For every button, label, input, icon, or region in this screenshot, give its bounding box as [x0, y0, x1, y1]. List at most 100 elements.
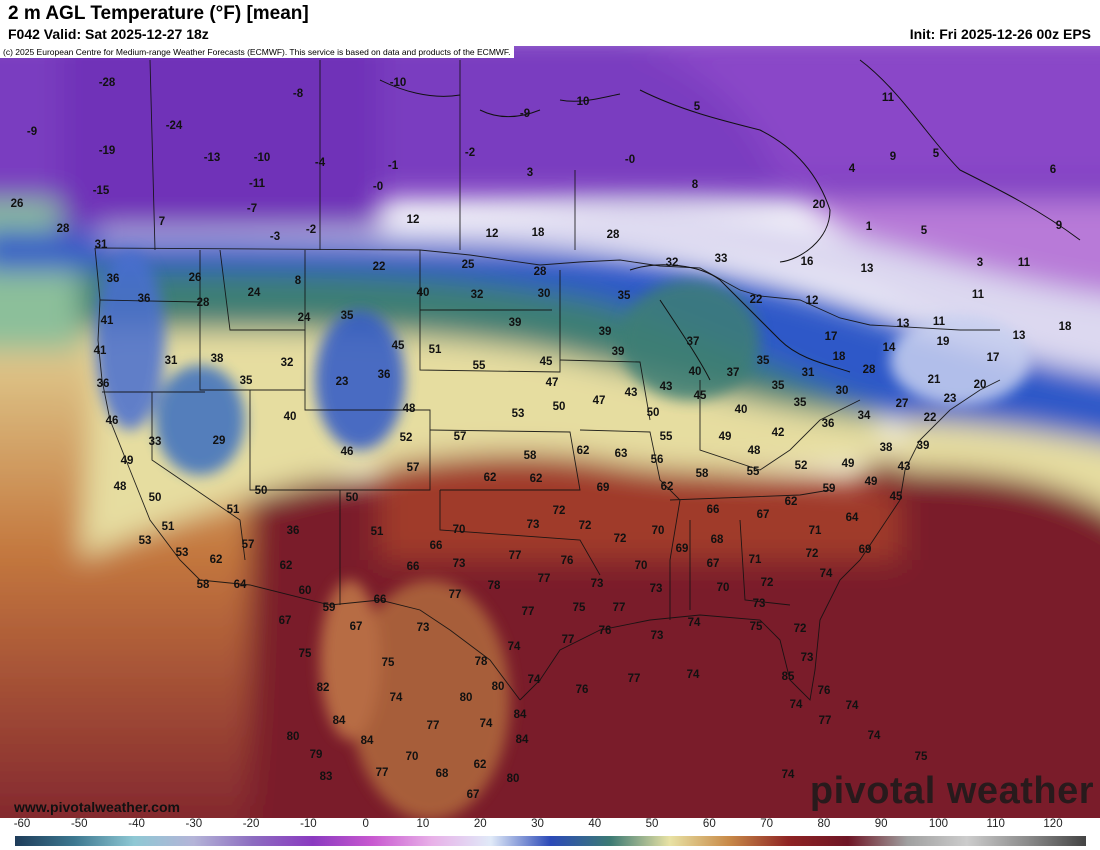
- temperature-label: 58: [524, 450, 537, 462]
- temperature-label: 67: [467, 789, 480, 801]
- temperature-label: 84: [514, 709, 527, 721]
- temperature-label: 51: [162, 521, 175, 533]
- temperature-label: 3: [527, 167, 533, 179]
- temperature-labels: -28 -10-8-910 511-9 -24-19-13 -10 -4 -1-2-0 9 56…: [11, 77, 1072, 801]
- temperature-label: 43: [625, 387, 638, 399]
- temperature-label: 73: [801, 652, 814, 664]
- temperature-label: 18: [1059, 321, 1072, 333]
- temperature-label: 27: [896, 398, 909, 410]
- color-scale-tick: 80: [817, 818, 831, 830]
- temperature-label: 34: [858, 410, 871, 422]
- temperature-label: 31: [95, 239, 108, 251]
- color-scale-tick: 120: [1043, 818, 1063, 830]
- temperature-label: 3: [977, 257, 983, 269]
- temperature-label: 39: [509, 317, 522, 329]
- color-scale-tick: 10: [416, 818, 430, 830]
- temperature-label: 77: [538, 573, 551, 585]
- temperature-label: 33: [149, 436, 162, 448]
- map-title: 2 m AGL Temperature (°F) [mean]: [8, 3, 309, 24]
- color-scale-strip: [15, 836, 1086, 846]
- temperature-label: 22: [750, 294, 763, 306]
- temperature-label: 75: [382, 657, 395, 669]
- temperature-label: 63: [615, 448, 628, 460]
- temperature-label: 74: [508, 641, 521, 653]
- temperature-label: -3: [270, 231, 280, 243]
- temperature-label: 40: [417, 287, 430, 299]
- temperature-label: 45: [694, 390, 707, 402]
- hudson-bay-cold: [639, 46, 1100, 180]
- temperature-label: 49: [121, 455, 134, 467]
- temperature-label: 13: [861, 263, 874, 275]
- temperature-label: 11: [933, 316, 946, 328]
- temperature-label: 13: [897, 318, 910, 330]
- color-scale-legend: -60 -50 -40 -30 -20 -10 0 10 20 30 40 50 60 70 80 90 100…: [0, 818, 1100, 850]
- temperature-label: 77: [562, 634, 575, 646]
- temperature-label: 69: [676, 543, 689, 555]
- temperature-label: 82: [317, 682, 330, 694]
- temperature-label: 62: [474, 759, 487, 771]
- temperature-label: 39: [917, 440, 930, 452]
- temperature-label: 11: [882, 92, 895, 104]
- temperature-label: -2: [306, 224, 316, 236]
- temperature-label: 84: [333, 715, 346, 727]
- temperature-label: 26: [11, 198, 24, 210]
- color-scale-tick: -40: [128, 818, 145, 830]
- temperature-label: -9: [27, 126, 37, 138]
- color-scale-tick: -60: [13, 818, 31, 830]
- temperature-label: 77: [427, 720, 440, 732]
- coastlines: [379, 59, 1081, 381]
- temperature-label: 5: [694, 101, 701, 113]
- temperature-label: 29: [213, 435, 226, 447]
- temperature-label: 72: [806, 548, 819, 560]
- temperature-label: -9: [520, 108, 530, 120]
- state-line-tennessee: [669, 489, 831, 501]
- state-line-nevada: [151, 392, 246, 561]
- temperature-label: 32: [666, 257, 679, 269]
- temperature-label: 53: [176, 547, 189, 559]
- temperature-label: 55: [660, 431, 673, 443]
- temperature-label: 51: [429, 344, 442, 356]
- temperature-label: 66: [707, 504, 720, 516]
- temperature-label: 46: [341, 446, 354, 458]
- sierra-madre-warm: [320, 580, 380, 740]
- temperature-label: 80: [507, 773, 520, 785]
- temperature-label: 10: [577, 96, 590, 108]
- temperature-label: 64: [234, 579, 247, 591]
- temperature-label: 84: [361, 735, 374, 747]
- state-line-idaho: [199, 250, 305, 391]
- temperature-label: 1: [866, 221, 873, 233]
- temperature-label: 74: [782, 769, 795, 781]
- temperature-label: 32: [471, 289, 484, 301]
- temperature-label: 59: [323, 602, 336, 614]
- temperature-label: -1: [388, 160, 399, 172]
- temperature-label: 40: [689, 366, 702, 378]
- temperature-label: 68: [436, 768, 449, 780]
- temperature-label: -15: [93, 185, 110, 197]
- temperature-label: 67: [757, 509, 770, 521]
- state-line-oklahoma-texas: [439, 490, 601, 576]
- temperature-label: 36: [97, 378, 110, 390]
- state-line-minnesota-iowa: [559, 359, 651, 421]
- copyright-notice: (c) 2025 European Centre for Medium-rang…: [0, 46, 514, 58]
- temperature-label: 51: [371, 526, 384, 538]
- temperature-label: 28: [57, 223, 70, 235]
- temperature-label: 48: [748, 445, 761, 457]
- temperature-label: 74: [688, 617, 701, 629]
- temperature-label: 22: [924, 412, 937, 424]
- temperature-label: 36: [822, 418, 835, 430]
- temperature-label: 76: [599, 625, 612, 637]
- temperature-label: 24: [298, 312, 311, 324]
- temperature-label: 74: [390, 692, 403, 704]
- temperature-label: 70: [453, 524, 466, 536]
- temperature-label: 73: [417, 622, 430, 634]
- temperature-label: 51: [227, 504, 240, 516]
- temperature-label: -0: [625, 154, 635, 166]
- temperature-label: 57: [242, 539, 255, 551]
- color-scale-tick: 100: [928, 818, 949, 830]
- temperature-label: 22: [373, 261, 386, 273]
- temperature-label: 73: [453, 558, 466, 570]
- temperature-label: 41: [94, 345, 107, 357]
- temperature-label: 35: [772, 380, 785, 392]
- color-scale-tick: -20: [242, 818, 260, 830]
- temperature-label: 6: [1050, 164, 1056, 176]
